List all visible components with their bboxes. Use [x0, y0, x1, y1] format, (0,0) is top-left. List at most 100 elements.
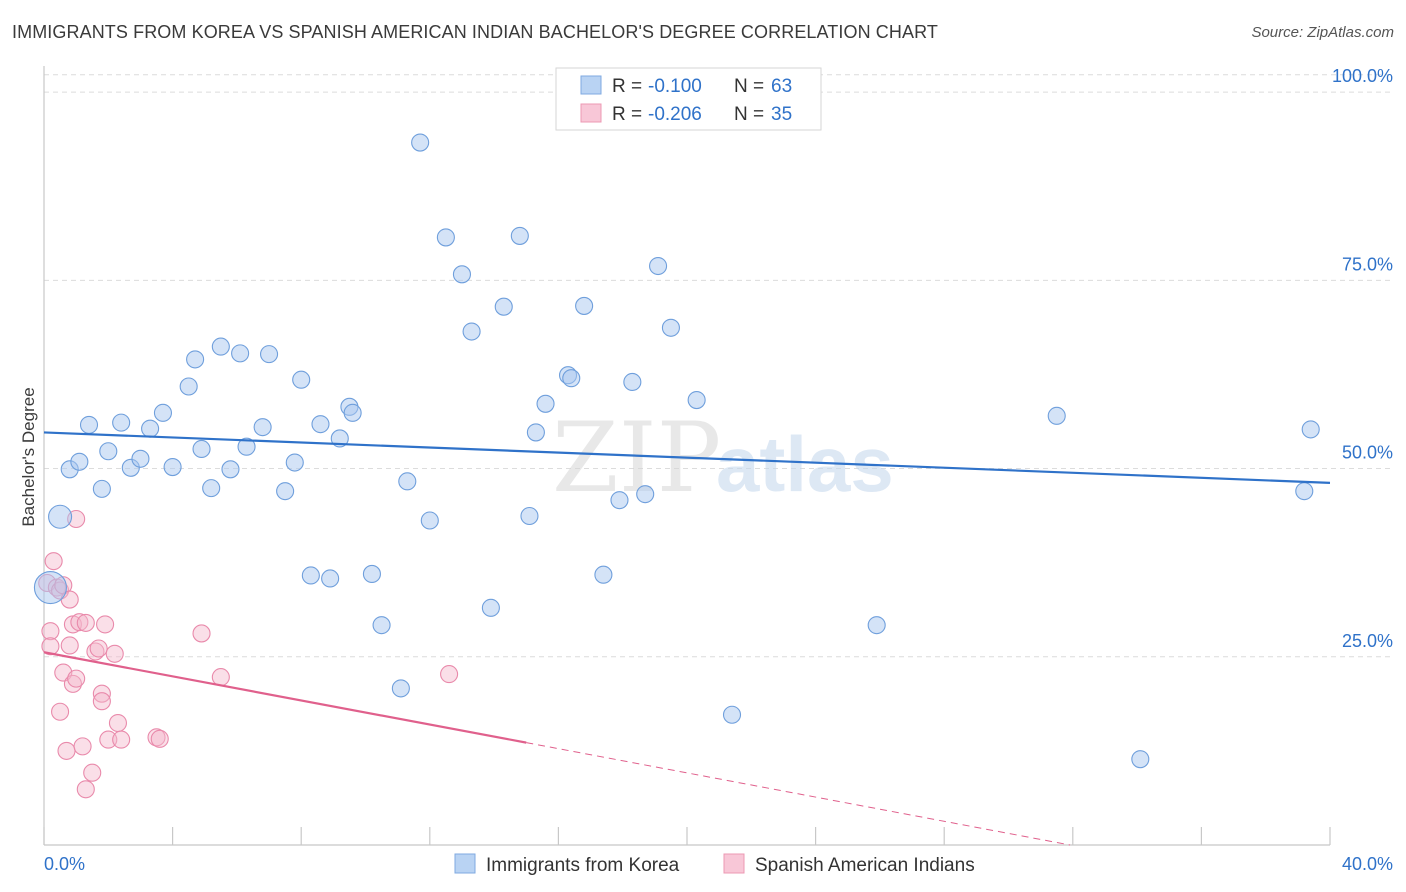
data-point-spanish — [112, 730, 131, 749]
data-point-korea — [610, 491, 629, 510]
data-point-spanish — [192, 624, 211, 643]
data-point-korea — [391, 679, 410, 698]
legend-swatch-spanish — [723, 853, 745, 874]
data-point-korea — [687, 390, 706, 410]
data-point-spanish — [92, 684, 111, 703]
data-point-korea — [311, 415, 330, 434]
series-spanish-points — [38, 509, 459, 799]
data-point-korea — [452, 265, 472, 284]
stats-n-value: 63 — [771, 76, 792, 97]
data-point-spanish — [63, 674, 82, 693]
trend-lines — [43, 431, 1331, 846]
stats-n-label: N = — [734, 104, 769, 125]
data-point-korea — [649, 256, 668, 276]
data-point-korea — [1131, 750, 1150, 769]
data-point-korea — [131, 449, 150, 468]
data-point-spanish — [89, 639, 108, 658]
data-point-korea — [411, 133, 430, 152]
data-point-korea — [79, 415, 99, 434]
trend-line-spanish-extension — [526, 742, 1071, 846]
data-point-spanish — [92, 692, 111, 711]
data-point-korea — [536, 394, 555, 413]
data-point-korea — [253, 418, 272, 437]
data-point-spanish — [96, 615, 115, 634]
y-tick-label: 100.0% — [1332, 66, 1393, 86]
data-point-korea — [211, 337, 230, 356]
data-point-korea — [494, 297, 513, 316]
y-tick-labels: 25.0% 50.0% 75.0% 100.0% — [1332, 66, 1393, 651]
stats-swatch-korea — [580, 75, 602, 95]
data-point-korea — [192, 439, 211, 459]
data-point-korea — [1301, 420, 1320, 439]
data-point-korea — [153, 403, 173, 422]
data-point-spanish — [76, 780, 95, 799]
legend-swatch-korea — [454, 853, 476, 874]
data-point-korea — [186, 350, 205, 369]
stats-legend: R = -0.100 N = 63 R = -0.206 N = 35 — [555, 67, 822, 131]
data-point-korea — [594, 565, 613, 584]
legend-label-spanish: Spanish American Indians — [755, 855, 975, 876]
data-point-korea — [420, 511, 439, 530]
data-point-korea — [163, 458, 182, 477]
stats-row-korea: R = -0.100 N = 63 — [612, 76, 792, 97]
data-point-korea — [343, 403, 362, 422]
data-point-korea — [285, 453, 304, 472]
y-tick-label: 25.0% — [1342, 631, 1393, 651]
data-point-spanish — [60, 636, 79, 655]
y-tick-label: 50.0% — [1342, 443, 1393, 463]
y-axis-label: Bachelor's Degree — [19, 387, 38, 526]
legend-label-korea: Immigrants from Korea — [486, 855, 680, 876]
trend-line-spanish — [43, 651, 527, 744]
data-point-spanish — [150, 729, 169, 748]
data-point-spanish — [51, 702, 70, 721]
stats-swatch-spanish — [580, 103, 602, 123]
series-legend: Immigrants from Korea Spanish American I… — [454, 853, 975, 876]
data-point-korea — [179, 377, 198, 396]
data-point-korea — [237, 437, 256, 456]
data-point-spanish — [108, 713, 127, 733]
data-point-korea — [398, 472, 417, 491]
data-point-korea — [623, 372, 642, 392]
series-korea-points — [33, 133, 1320, 769]
data-point-korea — [92, 479, 111, 498]
data-point-spanish — [86, 642, 105, 661]
data-point-spanish — [44, 552, 63, 571]
data-point-korea — [481, 598, 500, 617]
trend-line-korea — [43, 431, 1331, 484]
data-point-korea — [520, 506, 539, 526]
stats-r-value: -0.206 — [648, 104, 702, 125]
stats-r-label: R = — [612, 76, 647, 97]
data-point-korea — [330, 429, 349, 448]
data-point-korea — [661, 318, 680, 337]
data-point-spanish — [73, 737, 92, 756]
x-tick-label-max: 40.0% — [1342, 854, 1393, 874]
data-point-korea — [510, 226, 529, 245]
data-point-korea — [70, 452, 89, 471]
data-point-spanish — [41, 622, 60, 641]
data-point-korea — [562, 369, 581, 388]
stats-n-value: 35 — [771, 104, 792, 125]
grid-lines — [44, 74, 1393, 658]
data-point-spanish — [83, 763, 102, 782]
axes — [43, 66, 1331, 846]
data-point-korea — [362, 564, 381, 584]
y-tick-label: 75.0% — [1342, 254, 1393, 274]
x-tick-label-min: 0.0% — [44, 854, 85, 874]
data-point-korea — [276, 482, 295, 501]
data-point-korea — [99, 442, 118, 461]
data-point-spanish — [105, 644, 124, 663]
data-point-korea — [33, 570, 67, 605]
data-point-korea — [636, 485, 655, 504]
data-point-korea — [259, 345, 279, 364]
stats-n-label: N = — [734, 76, 769, 97]
stats-row-spanish: R = -0.206 N = 35 — [612, 104, 792, 125]
data-point-korea — [1295, 482, 1314, 501]
data-point-korea — [462, 322, 481, 341]
data-point-korea — [221, 460, 240, 479]
chart-title: IMMIGRANTS FROM KOREA VS SPANISH AMERICA… — [12, 22, 938, 42]
data-point-korea — [292, 370, 311, 389]
stats-r-value: -0.100 — [648, 76, 702, 97]
data-point-korea — [867, 616, 886, 635]
data-point-spanish — [147, 728, 166, 747]
